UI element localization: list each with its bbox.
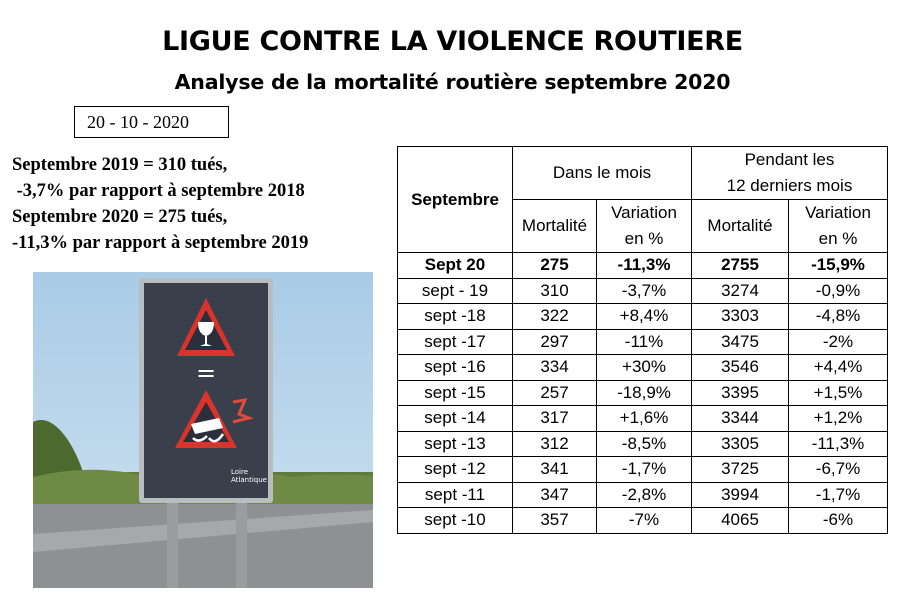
table-row: sept -12 341 -1,7% 3725 -6,7% bbox=[397, 456, 888, 483]
summary-text: Septembre 2019 = 310 tués, -3,7% par rap… bbox=[12, 152, 308, 256]
table-row: sept -18 322 +8,4% 3303 -4,8% bbox=[397, 303, 888, 330]
cell-variation-12: -15,9% bbox=[788, 252, 888, 279]
table-row: sept - 19 310 -3,7% 3274 -0,9% bbox=[397, 277, 888, 304]
cell-mortalite-12: 3274 bbox=[691, 277, 789, 304]
cell-variation: +30% bbox=[596, 354, 692, 381]
cell-variation-12: +1,5% bbox=[788, 379, 888, 406]
cell-variation: -11% bbox=[596, 328, 692, 355]
cell-mortalite-12: 3303 bbox=[691, 303, 789, 330]
cell-mortalite-12: 4065 bbox=[691, 507, 789, 534]
summary-line-3: Septembre 2020 = 275 tués, bbox=[12, 207, 228, 227]
row-label: sept -16 bbox=[397, 354, 513, 381]
cell-mortalite: 341 bbox=[512, 456, 597, 483]
cell-variation: -7% bbox=[596, 507, 692, 534]
cell-mortalite: 322 bbox=[512, 303, 597, 330]
page-subtitle: Analyse de la mortalité routière septemb… bbox=[174, 70, 731, 94]
cell-mortalite: 317 bbox=[512, 405, 597, 432]
cell-variation-12: +4,4% bbox=[788, 354, 888, 381]
mortality-table: Septembre Dans le mois Pendant les 12 der… bbox=[397, 146, 888, 534]
cell-variation-12: -6,7% bbox=[788, 456, 888, 483]
summary-line-1: Septembre 2019 = 310 tués, bbox=[12, 155, 228, 175]
cell-variation: -3,7% bbox=[596, 277, 692, 304]
cell-mortalite-12: 2755 bbox=[691, 252, 789, 279]
cell-variation: +8,4% bbox=[596, 303, 692, 330]
cell-mortalite-12: 3546 bbox=[691, 354, 789, 381]
skidding-car-icon bbox=[191, 418, 223, 434]
cell-variation: -18,9% bbox=[596, 379, 692, 406]
row-label: sept -18 bbox=[397, 303, 513, 330]
row-label: sept -11 bbox=[397, 481, 513, 508]
summary-line-4: -11,3% par rapport à septembre 2019 bbox=[12, 233, 309, 253]
cell-variation-12: -6% bbox=[788, 507, 888, 534]
summary-line-2: -3,7% par rapport à septembre 2018 bbox=[12, 181, 305, 201]
cell-variation-12: -2% bbox=[788, 328, 888, 355]
header-variation-month: Variation en % bbox=[596, 199, 692, 253]
cell-variation: -2,8% bbox=[596, 481, 692, 508]
row-label: sept -14 bbox=[397, 405, 513, 432]
header-mortalite-12: Mortalité bbox=[691, 199, 789, 253]
cell-variation-12: -11,3% bbox=[788, 430, 888, 457]
table-row: sept -10 357 -7% 4065 -6% bbox=[397, 507, 888, 534]
cell-variation-12: -4,8% bbox=[788, 303, 888, 330]
sign-post-left bbox=[167, 497, 178, 588]
header-variation-12: Variation en % bbox=[788, 199, 888, 253]
table-row: sept -11 347 -2,8% 3994 -1,7% bbox=[397, 481, 888, 508]
wine-glass-icon bbox=[198, 322, 214, 346]
sign-caption-2: Atlantique bbox=[231, 476, 267, 484]
row-label: sept -15 bbox=[397, 379, 513, 406]
cell-mortalite: 334 bbox=[512, 354, 597, 381]
table-row: Sept 20 275 -11,3% 2755 -15,9% bbox=[397, 252, 888, 279]
cell-mortalite-12: 3994 bbox=[691, 481, 789, 508]
cell-mortalite: 257 bbox=[512, 379, 597, 406]
table-row: sept -17 297 -11% 3475 -2% bbox=[397, 328, 888, 355]
header-12-derniers-mois: Pendant les 12 derniers mois bbox=[691, 146, 888, 200]
cell-variation-12: -0,9% bbox=[788, 277, 888, 304]
road-verge bbox=[33, 510, 373, 552]
cell-mortalite: 312 bbox=[512, 430, 597, 457]
cell-variation: -1,7% bbox=[596, 456, 692, 483]
table-row: sept -14 317 +1,6% 3344 +1,2% bbox=[397, 405, 888, 432]
table-row: sept -16 334 +30% 3546 +4,4% bbox=[397, 354, 888, 381]
row-label: sept -12 bbox=[397, 456, 513, 483]
cell-variation: +1,6% bbox=[596, 405, 692, 432]
cell-variation: -8,5% bbox=[596, 430, 692, 457]
header-septembre: Septembre bbox=[397, 146, 513, 253]
cell-variation-12: -1,7% bbox=[788, 481, 888, 508]
date-box: 20 - 10 - 2020 bbox=[74, 106, 229, 138]
table-row: sept -13 312 -8,5% 3305 -11,3% bbox=[397, 430, 888, 457]
cell-mortalite: 310 bbox=[512, 277, 597, 304]
row-label: sept -13 bbox=[397, 430, 513, 457]
header-dans-le-mois: Dans le mois bbox=[512, 146, 692, 200]
table-row: sept -15 257 -18,9% 3395 +1,5% bbox=[397, 379, 888, 406]
cell-mortalite: 357 bbox=[512, 507, 597, 534]
cell-mortalite: 275 bbox=[512, 252, 597, 279]
row-label: sept -10 bbox=[397, 507, 513, 534]
cell-mortalite-12: 3305 bbox=[691, 430, 789, 457]
cell-variation-12: +1,2% bbox=[788, 405, 888, 432]
sign-equals: = bbox=[196, 359, 216, 387]
cell-mortalite-12: 3395 bbox=[691, 379, 789, 406]
road-sign-photo: = Loire Atlantique bbox=[33, 272, 373, 588]
sign-post-right bbox=[236, 497, 247, 588]
cell-mortalite: 297 bbox=[512, 328, 597, 355]
page-title: LIGUE CONTRE LA VIOLENCE ROUTIERE bbox=[162, 26, 743, 57]
cell-mortalite: 347 bbox=[512, 481, 597, 508]
sign-caption-1: Loire bbox=[231, 468, 248, 476]
row-label: sept - 19 bbox=[397, 277, 513, 304]
cell-mortalite-12: 3475 bbox=[691, 328, 789, 355]
cell-variation: -11,3% bbox=[596, 252, 692, 279]
header-mortalite-month: Mortalité bbox=[512, 199, 597, 253]
cell-mortalite-12: 3344 bbox=[691, 405, 789, 432]
row-label: sept -17 bbox=[397, 328, 513, 355]
cell-mortalite-12: 3725 bbox=[691, 456, 789, 483]
row-label: Sept 20 bbox=[397, 252, 513, 279]
